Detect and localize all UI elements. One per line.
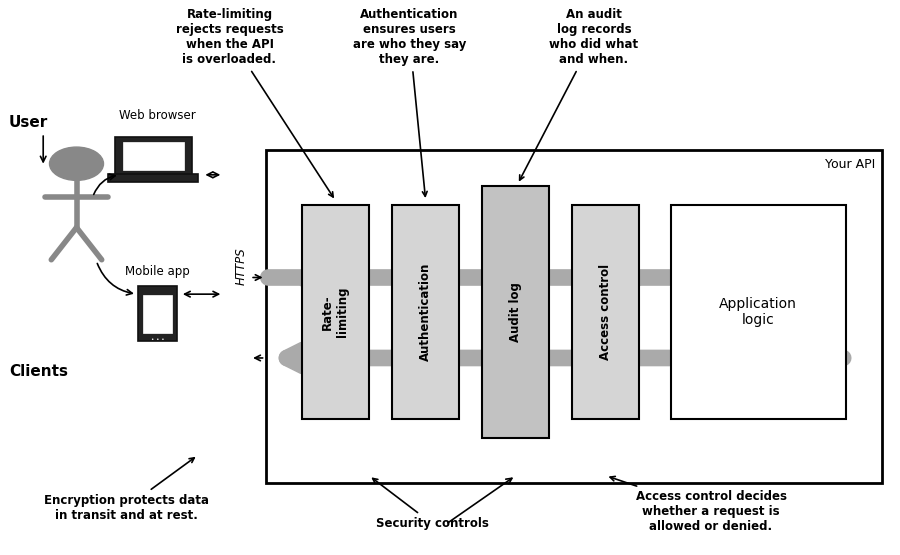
Text: Authentication
ensures users
are who they say
they are.: Authentication ensures users are who the… xyxy=(353,8,466,196)
FancyBboxPatch shape xyxy=(572,205,639,419)
FancyBboxPatch shape xyxy=(138,286,177,341)
Text: User: User xyxy=(9,114,49,130)
Text: Rate-
limiting: Rate- limiting xyxy=(321,287,349,337)
FancyBboxPatch shape xyxy=(143,295,172,333)
Text: • • •: • • • xyxy=(150,337,165,342)
Text: Access control: Access control xyxy=(598,264,612,360)
FancyBboxPatch shape xyxy=(123,142,184,170)
Text: Application
logic: Application logic xyxy=(719,297,797,327)
FancyBboxPatch shape xyxy=(670,205,846,419)
Text: Access control decides
whether a request is
allowed or denied.: Access control decides whether a request… xyxy=(610,476,787,533)
Text: Clients: Clients xyxy=(9,364,68,380)
Text: Your API: Your API xyxy=(824,158,875,171)
Text: Security controls: Security controls xyxy=(373,478,489,530)
FancyBboxPatch shape xyxy=(392,205,459,419)
Text: Audit log: Audit log xyxy=(508,282,522,342)
Text: Authentication: Authentication xyxy=(418,263,432,361)
Text: Web browser: Web browser xyxy=(119,109,196,122)
Text: Mobile app: Mobile app xyxy=(125,265,190,278)
Text: Encryption protects data
in transit and at rest.: Encryption protects data in transit and … xyxy=(43,458,209,522)
Text: An audit
log records
who did what
and when.: An audit log records who did what and wh… xyxy=(519,8,639,180)
Text: HTTPS: HTTPS xyxy=(235,248,248,285)
FancyBboxPatch shape xyxy=(115,137,192,175)
Circle shape xyxy=(50,147,104,180)
FancyBboxPatch shape xyxy=(482,186,549,438)
FancyBboxPatch shape xyxy=(266,150,882,483)
FancyBboxPatch shape xyxy=(108,174,198,182)
FancyBboxPatch shape xyxy=(302,205,369,419)
Text: Rate-limiting
rejects requests
when the API
is overloaded.: Rate-limiting rejects requests when the … xyxy=(176,8,333,197)
